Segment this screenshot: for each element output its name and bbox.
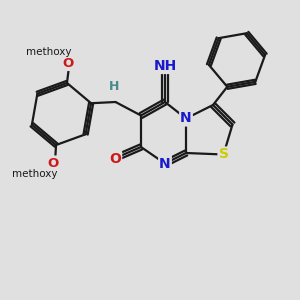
Text: O: O (63, 57, 74, 70)
Text: O: O (47, 157, 59, 169)
Text: N: N (159, 157, 171, 170)
Text: H: H (109, 80, 119, 93)
Text: S: S (218, 148, 229, 161)
Text: N: N (180, 112, 192, 125)
Text: methoxy: methoxy (12, 169, 58, 179)
Text: NH: NH (153, 59, 177, 73)
Text: O: O (109, 152, 121, 166)
Text: methoxy: methoxy (26, 47, 72, 57)
